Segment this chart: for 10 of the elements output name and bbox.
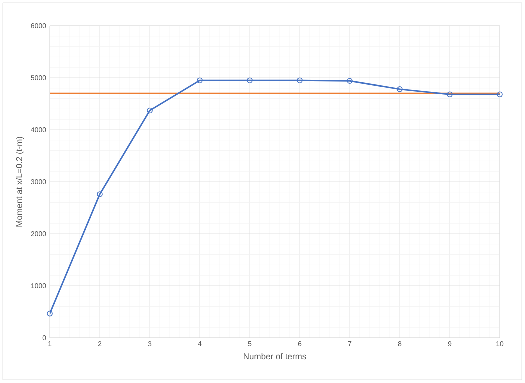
x-axis-title: Number of terms: [244, 353, 306, 360]
y-axis-title: Moment at x/L=0.2 (t-m): [16, 137, 24, 227]
point: [147, 108, 153, 114]
point: [297, 78, 303, 84]
point: [97, 192, 103, 198]
point: [347, 78, 353, 84]
point: [447, 92, 453, 98]
point: [247, 78, 253, 84]
point: [197, 78, 203, 84]
point: [397, 86, 403, 92]
